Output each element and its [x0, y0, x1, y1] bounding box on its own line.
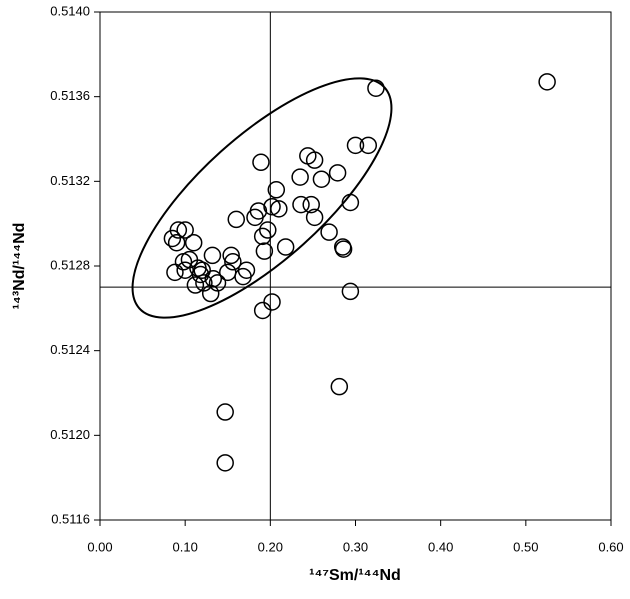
x-tick-label: 0.00	[87, 539, 112, 554]
y-tick-label: 0.5116	[51, 511, 90, 526]
data-point	[330, 377, 349, 396]
data-point	[305, 151, 324, 169]
data-point	[341, 193, 360, 212]
data-point	[184, 233, 203, 252]
data-point	[255, 242, 274, 260]
data-point	[216, 403, 234, 421]
data-point	[246, 208, 264, 227]
data-point	[253, 227, 272, 246]
data-point	[201, 284, 220, 303]
data-point	[312, 170, 331, 188]
data-point	[267, 181, 286, 199]
data-point	[305, 208, 324, 227]
x-tick-label: 0.30	[343, 539, 368, 554]
data-point	[302, 195, 320, 214]
data-point	[224, 253, 242, 271]
data-point	[292, 195, 310, 214]
data-point	[259, 221, 277, 239]
cluster-ellipse	[131, 77, 393, 319]
data-point	[219, 263, 237, 282]
data-point	[186, 276, 205, 294]
y-tick-label: 0.5124	[50, 342, 90, 357]
data-point	[249, 202, 268, 220]
data-point	[227, 210, 246, 229]
data-point	[216, 454, 234, 472]
y-tick-label: 0.5140	[50, 3, 90, 18]
data-point	[320, 223, 338, 241]
data-point	[346, 136, 365, 155]
data-point	[328, 164, 347, 182]
data-point	[253, 301, 272, 320]
data-point	[263, 197, 281, 216]
data-point	[334, 240, 353, 258]
data-point	[191, 265, 210, 284]
x-tick-label: 0.60	[598, 539, 623, 554]
x-axis-title: ¹⁴⁷Sm/¹⁴⁴Nd	[309, 567, 401, 584]
data-point	[234, 267, 252, 286]
x-tick-label: 0.20	[258, 539, 283, 554]
data-point	[237, 261, 256, 279]
data-point	[166, 263, 184, 282]
data-point	[203, 246, 222, 265]
data-point	[276, 238, 295, 256]
data-point	[176, 221, 194, 239]
x-tick-label: 0.40	[428, 539, 453, 554]
data-point	[538, 73, 556, 91]
y-tick-label: 0.5136	[50, 88, 90, 103]
y-tick-label: 0.5132	[50, 173, 90, 188]
data-point	[291, 168, 309, 186]
data-point	[167, 233, 186, 252]
x-tick-label: 0.50	[513, 539, 538, 554]
data-point	[341, 282, 360, 301]
data-point	[169, 221, 188, 239]
data-point	[270, 200, 288, 218]
x-tick-label: 0.10	[173, 539, 198, 554]
data-point	[359, 136, 378, 155]
y-tick-label: 0.5128	[50, 257, 90, 272]
y-axis-title: ¹⁴³Nd/¹⁴⁴Nd	[11, 223, 28, 310]
data-point	[252, 153, 270, 172]
data-point	[367, 79, 385, 97]
data-point	[263, 293, 281, 311]
y-tick-label: 0.5120	[50, 427, 90, 442]
data-point	[222, 246, 240, 265]
